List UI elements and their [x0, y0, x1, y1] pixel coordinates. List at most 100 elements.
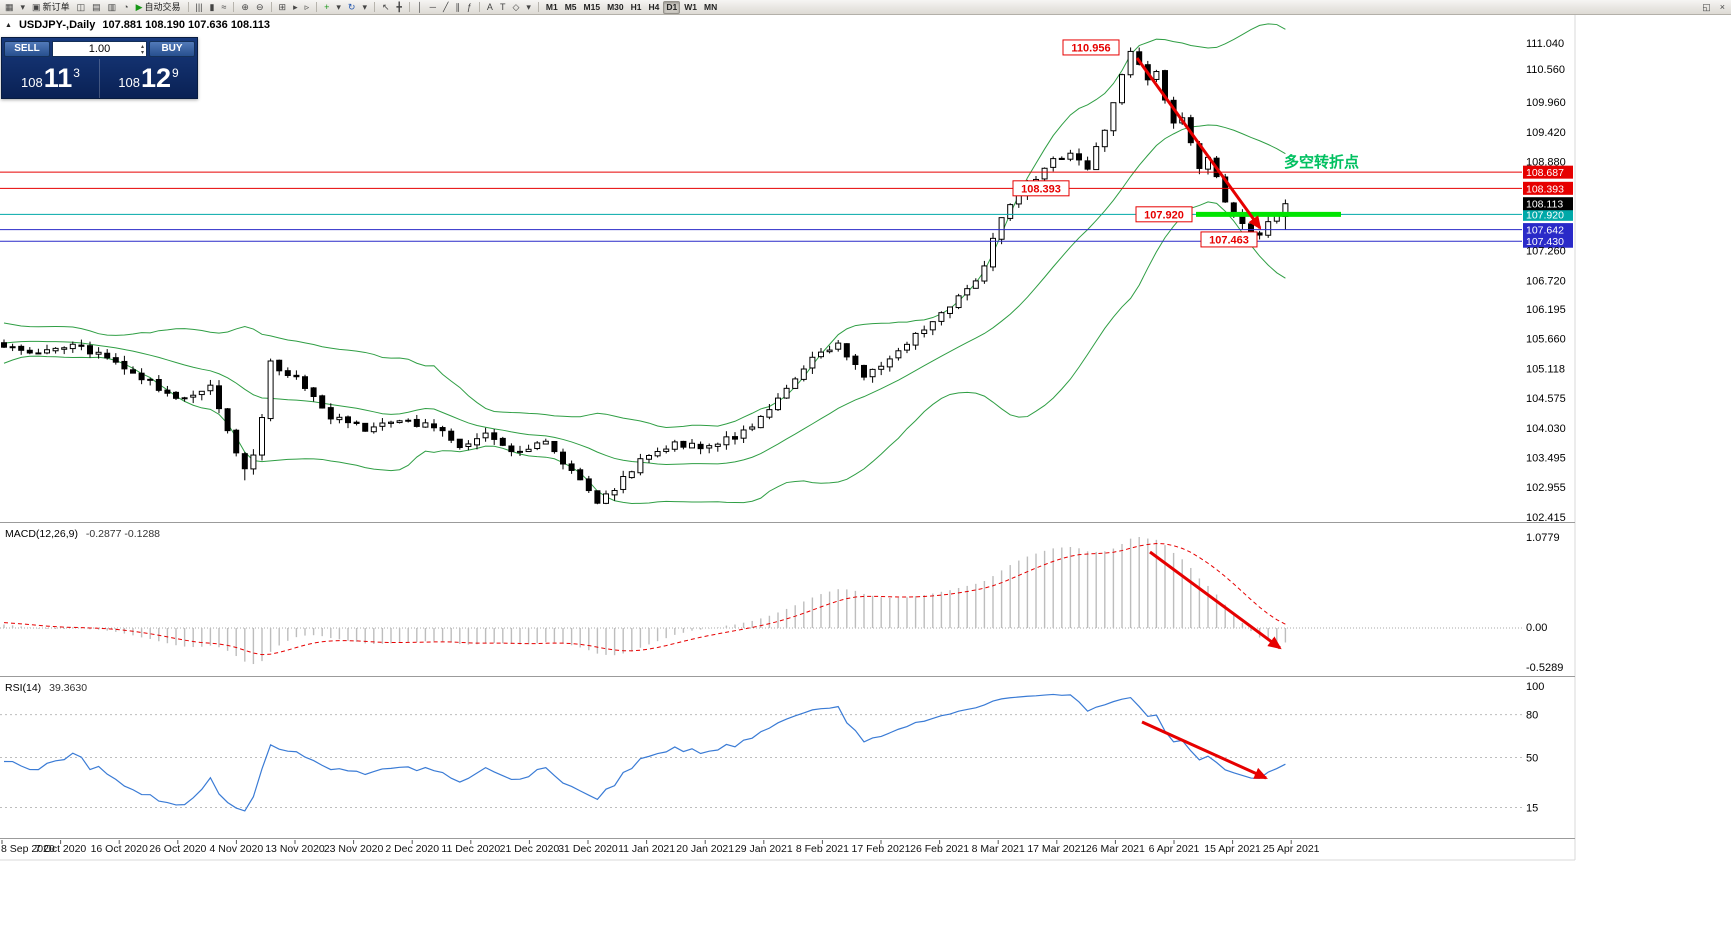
sell-price-frac: 3	[73, 66, 80, 80]
buy-button[interactable]: BUY	[149, 40, 195, 57]
trend-arrow[interactable]	[1149, 550, 1282, 650]
rsi-name: RSI(14)	[5, 682, 42, 694]
svg-text:8 Feb 2021: 8 Feb 2021	[796, 843, 849, 855]
text-label-icon: T	[499, 1, 506, 12]
new-order-button[interactable]: ▣ 新订单	[29, 1, 73, 14]
horizontal-line-icon[interactable]: ─	[427, 1, 439, 14]
svg-text:111.040: 111.040	[1526, 38, 1564, 50]
refresh-icon[interactable]: ↻	[345, 1, 359, 14]
chart-window-icon: ◫	[76, 1, 86, 12]
timeframe-h4-button[interactable]: H4	[645, 1, 662, 14]
text-icon: A	[486, 1, 493, 12]
price-callout-box[interactable]	[1062, 39, 1120, 56]
svg-text:109.420: 109.420	[1526, 127, 1566, 139]
svg-text:80: 80	[1526, 710, 1538, 722]
svg-text:17 Feb 2021: 17 Feb 2021	[852, 843, 911, 855]
svg-text:21 Dec 2020: 21 Dec 2020	[500, 843, 560, 855]
price-callout-box[interactable]	[1135, 206, 1193, 223]
toolbar-separator	[316, 2, 318, 12]
candlestick-chart-icon[interactable]: ▮	[207, 1, 218, 14]
timeframe-m1-button[interactable]: M1	[543, 1, 561, 14]
note-text[interactable]: 多空转折点	[1284, 153, 1359, 171]
spin-down-icon[interactable]: ▾	[140, 49, 144, 56]
auto-scroll-icon[interactable]: ▸	[290, 1, 301, 14]
tile-windows-icon[interactable]: ⊞	[276, 1, 290, 14]
timeframe-mn-button[interactable]: MN	[701, 1, 720, 14]
buy-price[interactable]: 108 12 9	[100, 59, 197, 98]
svg-text:109.960: 109.960	[1526, 97, 1566, 109]
close-window-icon: ×	[1719, 2, 1725, 12]
zoom-in-icon[interactable]: ⊕	[238, 1, 252, 14]
trend-arrow[interactable]	[1141, 720, 1268, 780]
trendline-icon[interactable]: ╱	[440, 1, 451, 14]
timeframe-d1-button[interactable]: D1	[663, 0, 681, 14]
toolbar-separator	[270, 2, 272, 12]
indicators-icon[interactable]: +	[321, 1, 332, 14]
svg-text:108.113: 108.113	[1526, 199, 1563, 211]
close-window-icon[interactable]: ×	[1717, 1, 1728, 14]
bar-chart-icon[interactable]: |||	[193, 1, 206, 14]
toolbar-window-controls: ◱ ×	[1699, 1, 1728, 14]
svg-text:107.920: 107.920	[1144, 209, 1184, 221]
equidistant-channel-icon[interactable]: ∥	[452, 1, 463, 14]
timeframe-h4-button-label: H4	[648, 1, 660, 12]
fibonacci-retracement-icon: ƒ	[466, 1, 472, 12]
sell-button[interactable]: SELL	[4, 40, 50, 57]
profiles-icon[interactable]: ▤	[89, 1, 104, 14]
templates-dropdown-icon[interactable]: ▾	[359, 1, 370, 14]
macd-values: -0.2877 -0.1288	[85, 528, 161, 540]
timeframe-w1-button[interactable]: W1	[681, 1, 700, 14]
fibonacci-retracement-icon[interactable]: ƒ	[464, 1, 475, 14]
timeframe-m15-button[interactable]: M15	[581, 1, 604, 14]
chart-window-icon[interactable]: ◫	[74, 1, 89, 14]
price-callouts[interactable]: 110.956 108.393 107.920 107.463	[1012, 39, 1258, 248]
price-callout-box[interactable]	[1200, 231, 1258, 248]
svg-text:4 Nov 2020: 4 Nov 2020	[210, 843, 264, 855]
text-icon[interactable]: A	[484, 1, 496, 14]
strategy-tester-icon[interactable]: ◔	[120, 1, 131, 14]
autotrading-button[interactable]: ▶ 自动交易	[133, 1, 184, 14]
timeframe-m5-button-label: M5	[564, 1, 577, 12]
one-click-collapse-icon[interactable]: ▲	[5, 21, 12, 29]
toolbar-separator	[537, 2, 539, 12]
market-watch-dropdown-icon[interactable]: ▾	[18, 1, 29, 14]
svg-text:26 Oct 2020: 26 Oct 2020	[149, 843, 206, 855]
autotrading-button-icon: ▶	[135, 1, 143, 12]
svg-text:104.030: 104.030	[1526, 423, 1566, 435]
arrows-icon[interactable]: ◇	[509, 1, 522, 14]
trend-arrow[interactable]	[1135, 57, 1262, 230]
svg-text:108.393: 108.393	[1021, 183, 1061, 195]
crosshair-icon: ╋	[396, 1, 402, 12]
crosshair-icon[interactable]: ╋	[394, 1, 405, 14]
line-chart-icon[interactable]: ≈	[218, 1, 229, 14]
timeframe-h1-button-label: H1	[630, 1, 642, 12]
restore-window-icon[interactable]: ◱	[1699, 1, 1714, 14]
volume-value: 1.00	[88, 42, 111, 55]
price-callout-box[interactable]	[1012, 180, 1070, 197]
spin-up-icon[interactable]: ▴	[140, 43, 144, 50]
market-watch-icon[interactable]: ▦	[2, 1, 17, 14]
horizontal-line-icon: ─	[429, 1, 436, 12]
arrows-dropdown-icon[interactable]: ▾	[523, 1, 534, 14]
timeframe-h1-button[interactable]: H1	[628, 1, 645, 14]
text-label-icon[interactable]: T	[497, 1, 509, 14]
sell-price[interactable]: 108 11 3	[2, 59, 100, 98]
zoom-out-icon[interactable]: ⊖	[253, 1, 267, 14]
data-window-icon[interactable]: ▥	[105, 1, 120, 14]
vertical-line-icon[interactable]: │	[414, 1, 426, 14]
timeframe-m5-button[interactable]: M5	[562, 1, 580, 14]
svg-text:108.880: 108.880	[1526, 157, 1566, 169]
svg-text:108.393: 108.393	[1526, 183, 1564, 195]
sell-price-pips: 11	[43, 63, 73, 93]
cursor-icon[interactable]: ↖	[379, 1, 393, 14]
volume-field[interactable]: 1.00 ▴ ▾	[52, 40, 147, 57]
trend-arrows[interactable]	[1135, 57, 1282, 780]
chart-shift-icon[interactable]: ▹	[302, 1, 313, 14]
timeframe-m30-button[interactable]: M30	[604, 1, 627, 14]
indicators-dropdown-icon[interactable]: ▾	[333, 1, 344, 14]
svg-text:15 Apr 2021: 15 Apr 2021	[1204, 843, 1261, 855]
volume-spinner[interactable]: ▴ ▾	[141, 44, 144, 56]
timeframe-mn-button-label: MN	[703, 1, 718, 12]
